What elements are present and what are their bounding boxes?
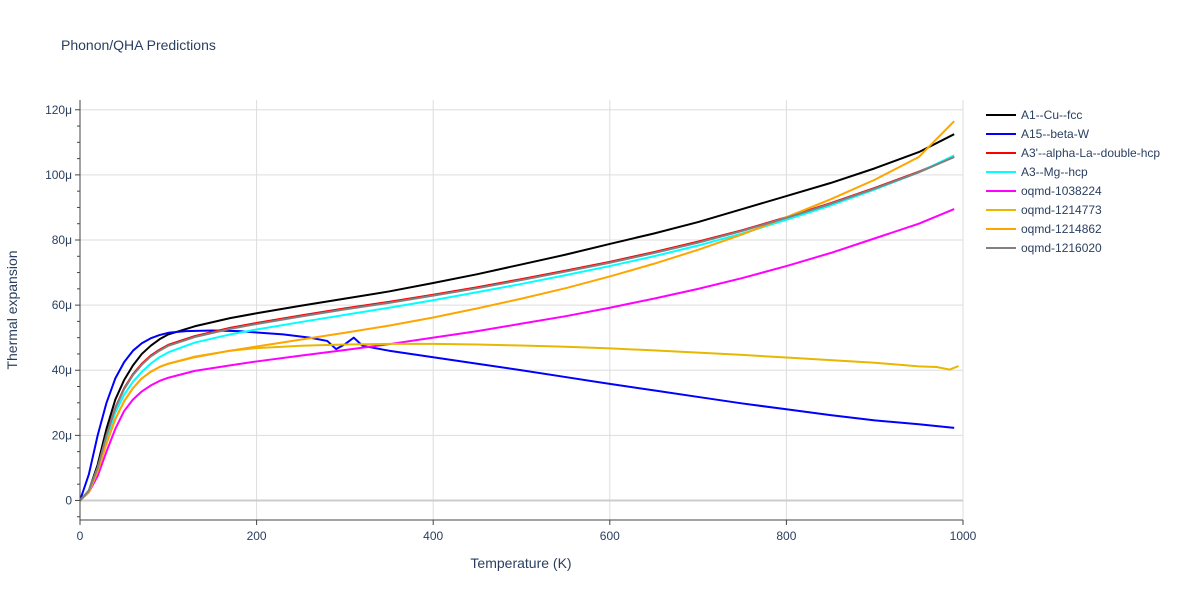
legend-label: oqmd-1214773 [1021, 203, 1102, 217]
legend-label: A15--beta-W [1021, 127, 1090, 141]
x-tick-label: 1000 [950, 529, 977, 543]
tick-labels: 0 200 400 600 800 1000 0 20μ 40μ 60μ 80μ 100μ 120μ [45, 103, 977, 543]
legend-item[interactable]: oqmd-1038224 [986, 184, 1102, 198]
legend-item[interactable]: oqmd-1214773 [986, 203, 1102, 217]
legend-item[interactable]: A3--Mg--hcp [986, 165, 1088, 179]
legend: A1--Cu--fcc A15--beta-W A3'--alpha-La--dou… [986, 108, 1160, 255]
y-tick-label: 100μ [45, 168, 72, 182]
legend-item[interactable]: oqmd-1214862 [986, 222, 1102, 236]
y-tick-label: 60μ [52, 298, 72, 312]
y-tick-label: 120μ [45, 103, 72, 117]
x-tick-label: 200 [247, 529, 267, 543]
x-tick-label: 600 [600, 529, 620, 543]
x-tick-label: 800 [776, 529, 796, 543]
y-tick-label: 40μ [52, 363, 72, 377]
chart-title: Phonon/QHA Predictions [61, 37, 216, 53]
series-line-4 [80, 208, 955, 502]
legend-item[interactable]: A15--beta-W [986, 127, 1090, 141]
axes [79, 100, 963, 521]
x-tick-label: 400 [423, 529, 443, 543]
legend-label: oqmd-1216020 [1021, 241, 1102, 255]
x-tick-label: 0 [77, 529, 84, 543]
legend-item[interactable]: oqmd-1216020 [986, 241, 1102, 255]
legend-item[interactable]: A3'--alpha-La--double-hcp [986, 146, 1160, 160]
legend-label: A3--Mg--hcp [1021, 165, 1088, 179]
legend-item[interactable]: A1--Cu--fcc [986, 108, 1082, 122]
series-line-6 [80, 120, 955, 502]
y-tick-label: 80μ [52, 233, 72, 247]
legend-label: A3'--alpha-La--double-hcp [1021, 146, 1160, 160]
y-axis-title: Thermal expansion [4, 250, 20, 369]
series-line-1 [80, 329, 955, 501]
series-line-7 [80, 156, 955, 502]
grid [80, 100, 964, 520]
plot-area [80, 120, 959, 502]
series-line-0 [80, 133, 955, 502]
y-tick-label: 20μ [52, 428, 72, 442]
legend-label: oqmd-1214862 [1021, 222, 1102, 236]
legend-label: A1--Cu--fcc [1021, 108, 1082, 122]
x-axis-title: Temperature (K) [470, 555, 571, 571]
y-tick-label: 0 [65, 493, 72, 507]
legend-label: oqmd-1038224 [1021, 184, 1102, 198]
